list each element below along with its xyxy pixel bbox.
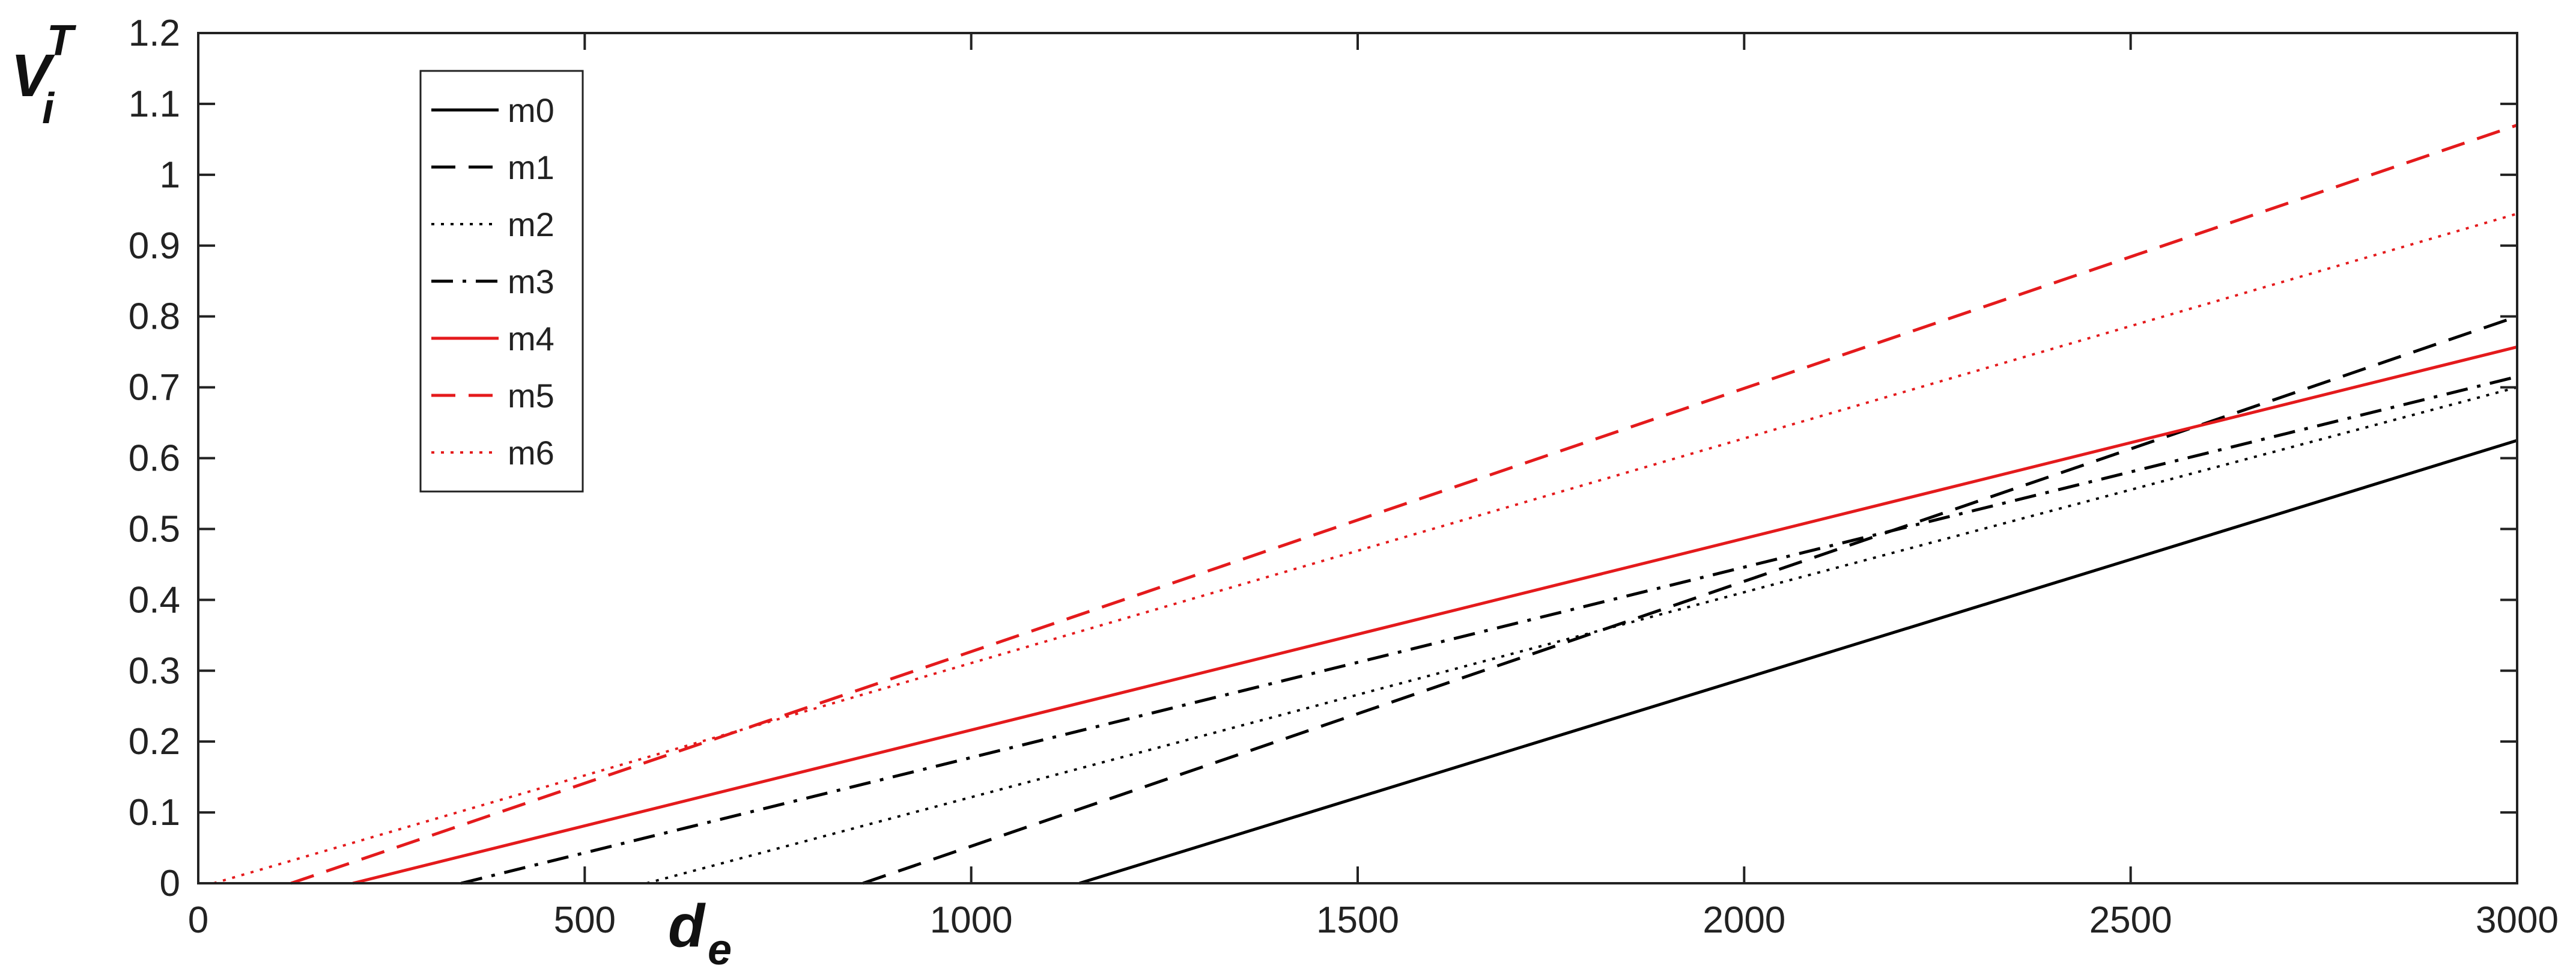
series-layer [213, 123, 2518, 885]
legend-label-m0: m0 [508, 91, 554, 129]
x-tick-label: 500 [554, 899, 616, 941]
legend-label-m4: m4 [508, 320, 554, 358]
y-tick-label: 0.6 [129, 438, 180, 479]
y-tick-label: 0.7 [129, 367, 180, 409]
y-tick-label: 0 [160, 863, 180, 904]
x-tick-label: 1000 [930, 899, 1013, 941]
legend-label-m5: m5 [508, 377, 554, 415]
x-tick-label: 1500 [1316, 899, 1399, 941]
y-tick-label: 1.2 [129, 13, 180, 54]
legend-label-m1: m1 [508, 148, 554, 186]
legend-label-m2: m2 [508, 205, 554, 243]
y-tick-label: 1.1 [129, 84, 180, 125]
x-axis-label: d [668, 892, 706, 960]
y-axis-label-subscript: i [42, 85, 55, 133]
series-m4-line [352, 345, 2518, 885]
x-axis-label-subscript: e [708, 926, 732, 974]
y-tick-label: 0.4 [129, 579, 180, 621]
y-tick-label: 0.9 [129, 225, 180, 267]
y-axis-label-superscript: T [47, 17, 77, 65]
series-m1-line [862, 315, 2518, 885]
y-tick-label: 0.3 [129, 650, 180, 692]
y-axis-label: V [11, 42, 55, 109]
series-m0-line [1079, 439, 2518, 885]
x-tick-label: 2000 [1703, 899, 1785, 941]
legend-label-m6: m6 [508, 434, 554, 472]
y-tick-label: 0.2 [129, 721, 180, 762]
series-m3-line [460, 375, 2518, 885]
y-tick-label: 1 [160, 154, 180, 196]
tick-layer: 0 500 1000 1500 2000 2500 3000 0 0.1 0.2 0.3 0.4 0.5… [129, 13, 2559, 941]
y-tick-label: 0.8 [129, 296, 180, 338]
x-tick-label: 2500 [2089, 899, 2172, 941]
series-m2-line [646, 386, 2518, 884]
legend: m0 m1 m2 m3 m4 m5 m6 [431, 91, 554, 472]
y-axis-label-main: V [11, 42, 55, 109]
x-tick-label: 0 [188, 899, 208, 941]
series-m5-line [290, 123, 2518, 885]
y-tick-label: 0.5 [129, 508, 180, 550]
y-tick-label: 0.1 [129, 792, 180, 833]
x-tick-label: 3000 [2476, 899, 2559, 941]
legend-label-m3: m3 [508, 263, 554, 300]
